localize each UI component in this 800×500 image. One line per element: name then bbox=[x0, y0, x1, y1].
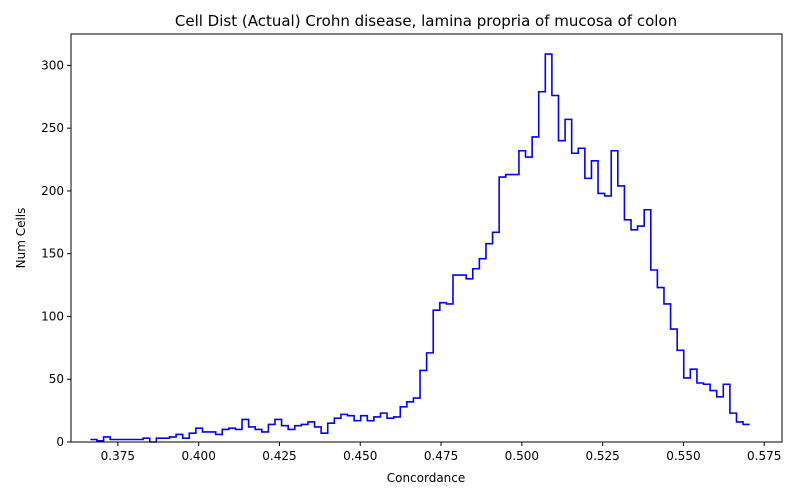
y-tick-label: 200 bbox=[41, 184, 64, 198]
x-axis-ticks: 0.375 0.400 0.425 0.450 0.475 0.500 0.525 0.550… bbox=[101, 442, 781, 463]
y-tick-label: 100 bbox=[41, 309, 64, 323]
x-tick-label: 0.525 bbox=[585, 449, 619, 463]
x-tick-label: 0.550 bbox=[666, 449, 700, 463]
x-tick-label: 0.375 bbox=[101, 449, 135, 463]
y-axis-ticks: 0 50 100 150 200 250 300 bbox=[41, 58, 71, 449]
y-tick-label: 50 bbox=[49, 372, 64, 386]
y-tick-label: 300 bbox=[41, 58, 64, 72]
x-axis-label: Concordance bbox=[387, 471, 466, 485]
histogram-step-line bbox=[90, 53, 750, 443]
x-tick-label: 0.575 bbox=[747, 449, 781, 463]
y-tick-label: 0 bbox=[56, 435, 64, 449]
x-tick-label: 0.450 bbox=[343, 449, 377, 463]
x-tick-label: 0.500 bbox=[505, 449, 539, 463]
x-tick-label: 0.425 bbox=[262, 449, 296, 463]
y-tick-label: 150 bbox=[41, 247, 64, 261]
plot-area bbox=[70, 33, 783, 443]
y-tick-label: 250 bbox=[41, 121, 64, 135]
y-axis-label: Num Cells bbox=[14, 208, 28, 269]
chart-title: Cell Dist (Actual) Crohn disease, lamina… bbox=[175, 12, 677, 30]
x-tick-label: 0.400 bbox=[181, 449, 215, 463]
x-tick-label: 0.475 bbox=[424, 449, 458, 463]
plot-frame bbox=[70, 33, 783, 443]
